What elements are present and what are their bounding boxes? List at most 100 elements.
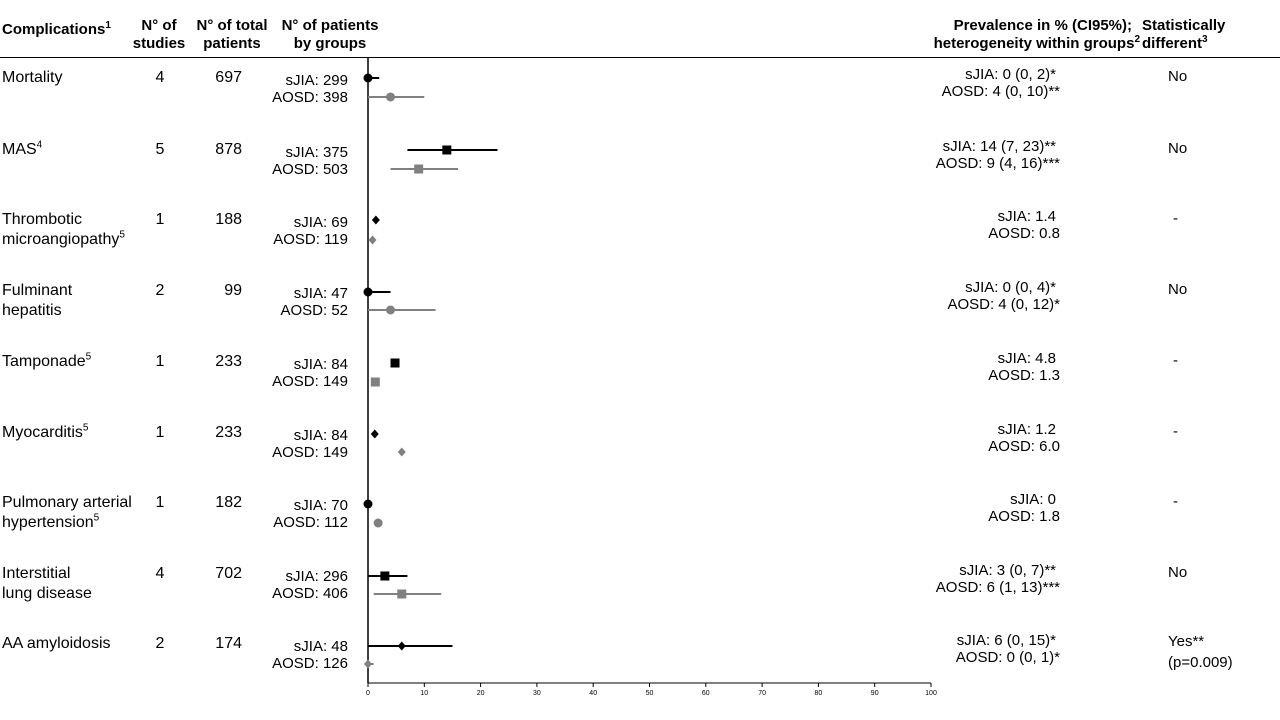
aosd-prevalence: AOSD: 6.0 <box>988 438 1060 455</box>
statistically-different-value: - <box>1173 352 1178 369</box>
x-tick-label: 0 <box>366 690 370 697</box>
aosd-point-marker <box>386 305 396 315</box>
aosd-point-marker <box>397 447 406 457</box>
aosd-prevalence: AOSD: 9 (4, 16)*** <box>935 155 1060 172</box>
complication-name: Fulminant hepatitis <box>2 282 73 319</box>
sjia-prevalence: sJIA: 0 (0, 2)* <box>965 66 1056 83</box>
aosd-count: AOSD: 149 <box>272 444 348 461</box>
sjia-point-marker <box>363 287 373 297</box>
header-divider <box>0 57 1280 58</box>
sjia-prevalence: sJIA: 0 <box>1010 491 1056 508</box>
aosd-point-marker <box>370 377 380 387</box>
statistically-different-value: No <box>1168 140 1188 157</box>
sjia-point-marker <box>442 145 452 155</box>
sjia-prevalence: sJIA: 6 (0, 15)* <box>956 632 1056 649</box>
total-patients: 99 <box>224 282 242 299</box>
sjia-count: sJIA: 299 <box>285 72 348 89</box>
sjia-prevalence: sJIA: 1.4 <box>997 208 1056 225</box>
total-patients: 233 <box>215 424 242 441</box>
aosd-prevalence: AOSD: 4 (0, 10)** <box>941 83 1060 100</box>
aosd-count: AOSD: 406 <box>272 585 348 602</box>
aosd-point-marker <box>373 518 383 528</box>
sjia-count: sJIA: 84 <box>293 427 348 444</box>
aosd-count: AOSD: 119 <box>273 231 348 248</box>
studies-count: 5 <box>155 141 165 158</box>
x-tick-label: 80 <box>815 690 823 697</box>
statistically-different-value: No <box>1168 281 1188 298</box>
x-tick-label: 70 <box>758 690 766 697</box>
aosd-prevalence: AOSD: 4 (0, 12)* <box>947 296 1060 313</box>
sjia-point-marker <box>397 641 406 651</box>
sjia-prevalence: sJIA: 1.2 <box>997 421 1056 438</box>
complication-name: AA amyloidosis <box>2 635 111 652</box>
aosd-prevalence: AOSD: 0.8 <box>988 225 1060 242</box>
studies-count: 4 <box>155 565 165 582</box>
aosd-count: AOSD: 149 <box>272 373 348 390</box>
sjia-prevalence: sJIA: 0 (0, 4)* <box>965 279 1056 296</box>
studies-count: 1 <box>155 211 165 228</box>
statistically-different-value: - <box>1173 423 1178 440</box>
aosd-prevalence: AOSD: 6 (1, 13)*** <box>935 579 1060 596</box>
aosd-point-marker <box>364 659 372 669</box>
statistically-different-value: No <box>1168 564 1188 581</box>
studies-count: 4 <box>155 69 165 86</box>
aosd-count: AOSD: 52 <box>280 302 348 319</box>
sjia-point-marker <box>390 358 400 368</box>
studies-count: 2 <box>155 282 165 299</box>
sjia-point-marker <box>363 499 373 509</box>
sjia-point-marker <box>363 73 373 83</box>
x-tick-label: 40 <box>589 690 597 697</box>
aosd-point-marker <box>368 235 377 245</box>
sjia-count: sJIA: 69 <box>293 214 348 231</box>
total-patients: 878 <box>215 141 242 158</box>
studies-count: 1 <box>155 494 165 511</box>
aosd-count: AOSD: 503 <box>272 161 348 178</box>
statistically-different-value: No <box>1168 68 1188 85</box>
aosd-point-marker <box>414 164 424 174</box>
sjia-count: sJIA: 70 <box>293 497 348 514</box>
sjia-prevalence: sJIA: 3 (0, 7)** <box>959 562 1056 579</box>
sjia-prevalence: sJIA: 14 (7, 23)** <box>942 138 1056 155</box>
header-patients-by-groups: N° of patients by groups <box>281 17 379 52</box>
complication-name: Thrombotic microangiopathy5 <box>2 211 125 248</box>
header-total-patients: N° of total patients <box>196 17 268 52</box>
sjia-prevalence: sJIA: 4.8 <box>997 350 1056 367</box>
aosd-prevalence: AOSD: 0 (0, 1)* <box>955 649 1060 666</box>
x-tick-label: 100 <box>925 690 937 697</box>
aosd-count: AOSD: 398 <box>272 89 348 106</box>
x-tick-label: 50 <box>646 690 654 697</box>
sjia-count: sJIA: 48 <box>293 638 348 655</box>
header-prevalence: Prevalence in % (CI95%); heterogeneity w… <box>933 17 1140 52</box>
total-patients: 182 <box>215 494 242 511</box>
header-studies: N° of studies <box>132 17 186 52</box>
aosd-point-marker <box>397 589 407 599</box>
studies-count: 2 <box>155 635 165 652</box>
total-patients: 174 <box>215 635 242 652</box>
statistically-different-value: - <box>1173 210 1178 227</box>
complication-name: Myocarditis5 <box>2 422 89 441</box>
total-patients: 233 <box>215 353 242 370</box>
studies-count: 1 <box>155 424 165 441</box>
sjia-point-marker <box>370 429 379 439</box>
statistically-different-value: - <box>1173 493 1178 510</box>
aosd-prevalence: AOSD: 1.3 <box>988 367 1060 384</box>
aosd-count: AOSD: 112 <box>273 514 348 531</box>
sjia-point-marker <box>380 571 390 581</box>
header-statistically-different: Statistically different3 <box>1142 17 1226 52</box>
header-complications: Complications1 <box>2 20 111 39</box>
studies-count: 1 <box>155 353 165 370</box>
sjia-count: sJIA: 84 <box>293 356 348 373</box>
sjia-count: sJIA: 375 <box>285 144 348 161</box>
x-tick-label: 20 <box>477 690 485 697</box>
complication-name: MAS4 <box>2 139 43 158</box>
aosd-point-marker <box>386 92 396 102</box>
sjia-point-marker <box>371 215 380 225</box>
statistically-different-value: Yes** (p=0.009) <box>1168 633 1233 671</box>
total-patients: 697 <box>215 69 242 86</box>
complication-name: Tamponade5 <box>2 351 92 370</box>
aosd-count: AOSD: 126 <box>272 655 348 672</box>
x-tick-label: 10 <box>420 690 428 697</box>
complication-name: Mortality <box>2 69 63 86</box>
complication-name: Interstitial lung disease <box>2 565 92 602</box>
